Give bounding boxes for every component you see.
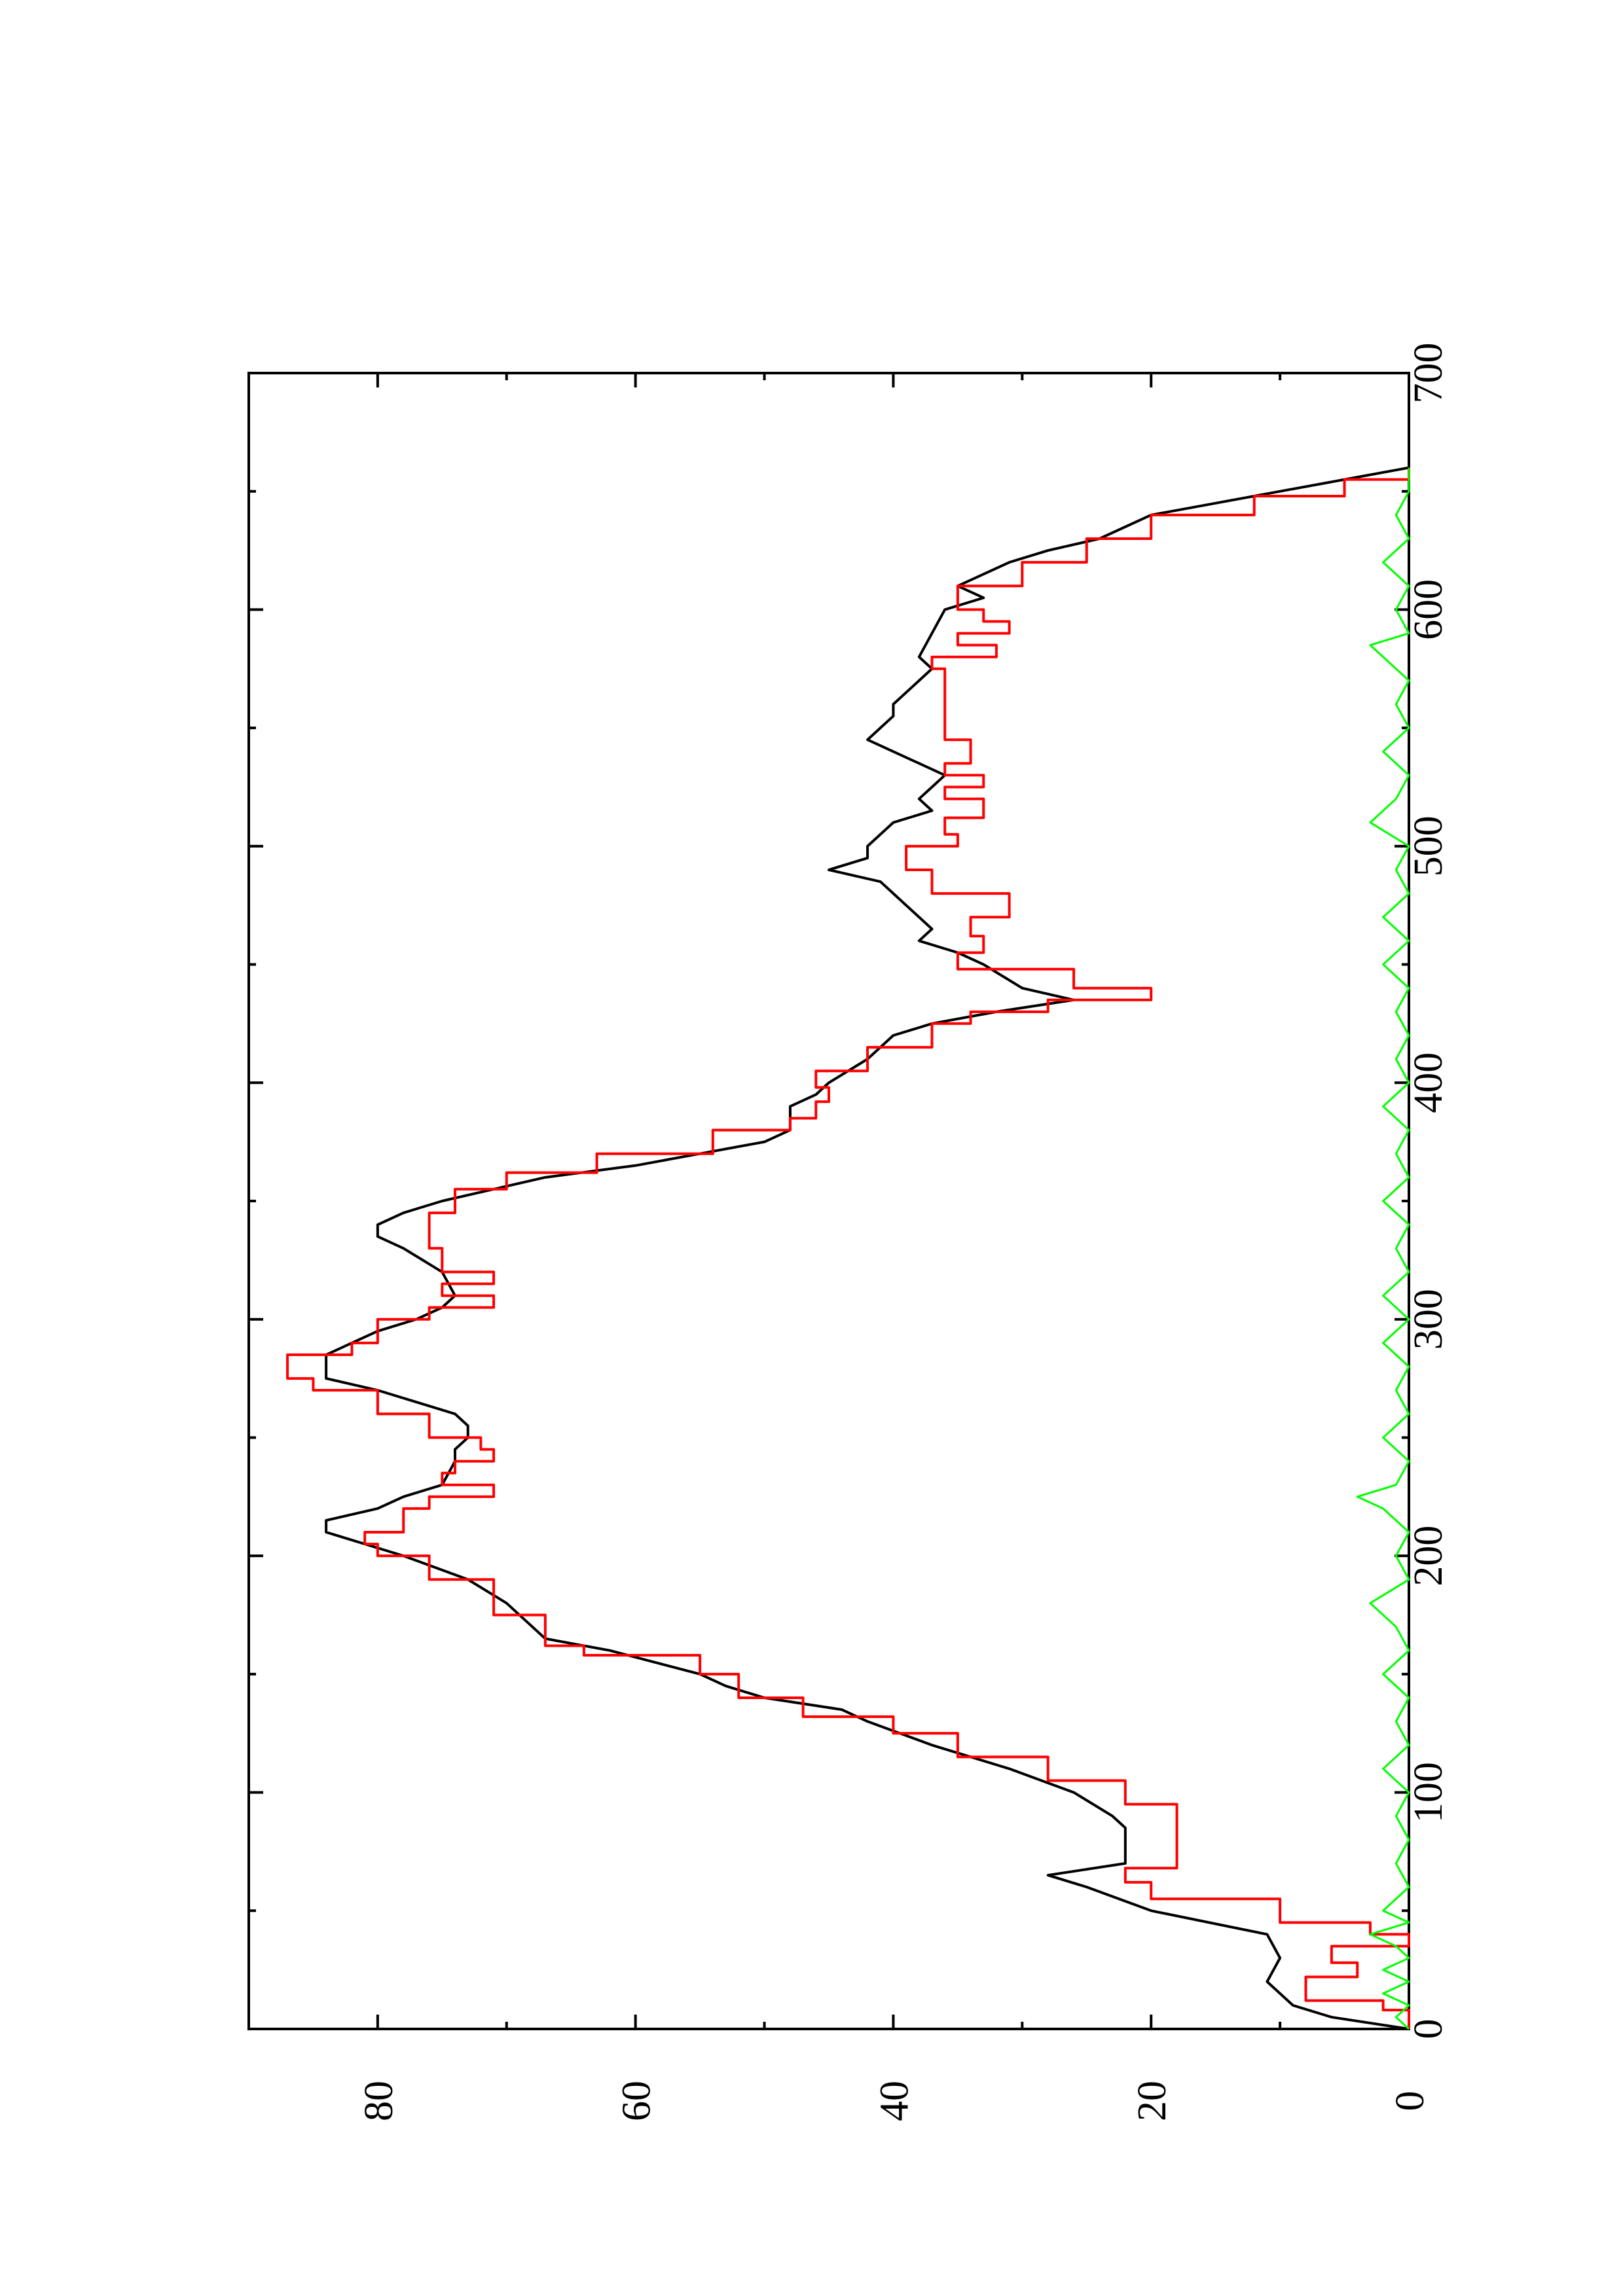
plot-frame	[247, 372, 1410, 2030]
x-tick-label: 500	[1406, 816, 1451, 876]
series-line-1	[325, 466, 1410, 2030]
x-tick-label: 600	[1406, 579, 1451, 640]
x-tick-label: 0	[1406, 2019, 1451, 2039]
x-tick-label: 200	[1406, 1526, 1451, 1587]
series-line-3	[1356, 467, 1410, 2030]
y-tick-label: 60	[615, 2081, 659, 2121]
x-tick-label: 400	[1406, 1052, 1451, 1113]
x-tick-label: 100	[1406, 1762, 1451, 1823]
y-tick-label: 0	[1388, 2091, 1432, 2111]
series-line-2	[286, 467, 1410, 2029]
x-tick-label: 300	[1406, 1289, 1451, 1350]
y-tick-label: 80	[357, 2081, 401, 2121]
y-tick-label: 20	[1130, 2081, 1175, 2121]
axis-tick-labels: 0 100 200 300 400 500 600 700 0 20 40 60 80	[357, 343, 1451, 2122]
x-tick-label: 700	[1406, 343, 1451, 404]
axis-ticks	[249, 372, 1410, 2030]
series-group	[286, 466, 1410, 2030]
y-tick-label: 40	[872, 2081, 917, 2121]
